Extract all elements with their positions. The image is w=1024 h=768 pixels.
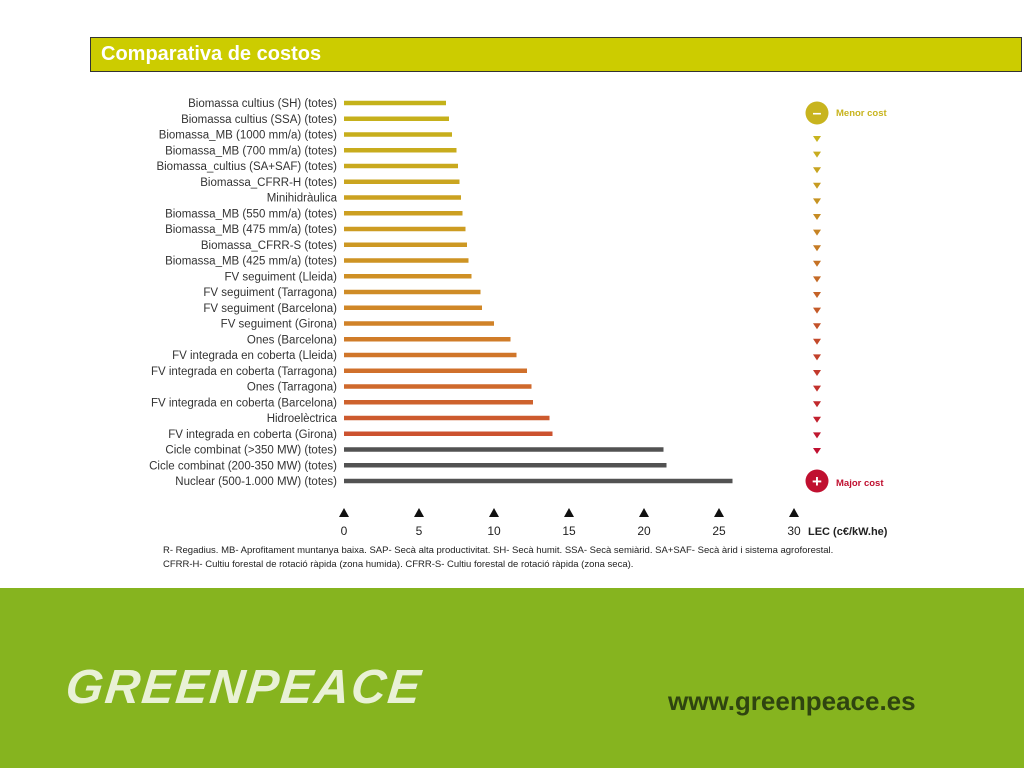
axis-tick-icon	[489, 508, 499, 517]
scale-triangle-icon	[813, 245, 821, 252]
scale-triangle-icon	[813, 260, 821, 267]
scale-triangle-icon	[813, 370, 821, 376]
title-bar: Comparativa de costos	[90, 37, 1022, 72]
scale-triangle-icon	[813, 151, 821, 158]
x-axis-title: LEC (c€/kW.he)	[808, 526, 888, 538]
scale-triangle-icon	[813, 385, 821, 392]
category-label: FV integrada en coberta (Barcelona)	[151, 397, 337, 409]
cost-comparison-chart: Biomassa cultius (SH) (totes) Biomassa cu…	[149, 98, 888, 538]
minus-icon	[805, 101, 829, 125]
axis-tick-icon	[639, 508, 649, 517]
x-tick-label: 5	[416, 524, 423, 538]
category-label: Biomassa_CFRR-S (totes)	[201, 240, 337, 252]
scale-triangle-icon	[813, 198, 821, 205]
footnote-line-1: R- Regadius. MB- Aprofitament muntanya b…	[163, 545, 834, 556]
page-title: Comparativa de costos	[101, 43, 322, 65]
footer-banner: GREENPEACE www.greenpeace.es	[0, 588, 1024, 768]
scale-triangle-icon	[813, 432, 821, 439]
axis-tick-icon	[414, 508, 424, 517]
scale-top-label: Menor cost	[836, 108, 888, 119]
category-label: Biomassa_CFRR-H (totes)	[200, 177, 337, 189]
category-label: Biomassa_MB (700 mm/a) (totes)	[165, 145, 337, 157]
category-label: Minihidràulica	[267, 193, 338, 205]
category-label: FV integrada en coberta (Lleida)	[172, 350, 337, 362]
scale-triangle-icon	[813, 229, 821, 236]
axis-tick-icon	[564, 508, 574, 517]
category-label: Biomassa_MB (425 mm/a) (totes)	[165, 256, 337, 268]
plus-icon	[805, 469, 829, 493]
category-label: FV integrada en coberta (Girona)	[168, 429, 337, 441]
x-tick-label: 0	[341, 524, 348, 538]
scale-triangle-icon	[813, 338, 821, 345]
axis-tick-icon	[714, 508, 724, 517]
category-label: Biomassa_MB (550 mm/a) (totes)	[165, 208, 337, 220]
category-label: FV seguiment (Lleida)	[225, 271, 338, 283]
axis-tick-icon	[789, 508, 799, 517]
scale-triangle-icon	[813, 307, 821, 314]
scale-triangle-icon	[813, 323, 821, 330]
x-tick-label: 10	[487, 524, 501, 538]
category-label: Nuclear (500-1.000 MW) (totes)	[175, 476, 337, 488]
scale-bottom-label: Major cost	[836, 478, 884, 489]
scale-triangle-icon	[813, 416, 821, 423]
plus-symbol: +	[812, 472, 822, 491]
scale-triangle-icon	[813, 354, 821, 361]
scale-triangle-icon	[813, 448, 821, 454]
chart-footnote: R- Regadius. MB- Aprofitament muntanya b…	[163, 544, 883, 572]
category-label: Biomassa cultius (SH) (totes)	[188, 98, 337, 110]
category-label: Cicle combinat (200-350 MW) (totes)	[149, 460, 337, 472]
category-label: Biomassa_MB (475 mm/a) (totes)	[165, 224, 337, 236]
x-tick-label: 30	[787, 524, 801, 538]
category-label: Hidroelèctrica	[267, 413, 338, 425]
category-label: FV seguiment (Tarragona)	[203, 287, 337, 299]
greenpeace-logo: GREENPEACE	[63, 661, 425, 714]
x-tick-label: 20	[637, 524, 651, 538]
scale-triangle-icon	[813, 167, 821, 174]
scale-triangle-icon	[813, 292, 821, 298]
category-label: FV seguiment (Barcelona)	[203, 303, 337, 315]
scale-triangle-icon	[813, 214, 821, 220]
category-label: Ones (Tarragona)	[247, 382, 337, 394]
x-tick-label: 15	[562, 524, 576, 538]
website-url[interactable]: www.greenpeace.es	[668, 686, 916, 716]
minus-symbol: –	[813, 105, 822, 122]
axis-tick-icon	[339, 508, 349, 517]
scale-triangle-icon	[813, 276, 821, 283]
category-label: Cicle combinat (>350 MW) (totes)	[165, 445, 337, 457]
footnote-line-2: CFRR-H- Cultiu forestal de rotació ràpid…	[163, 559, 634, 570]
category-label: FV seguiment (Girona)	[221, 319, 337, 331]
scale-triangle-icon	[813, 136, 821, 142]
category-label: Biomassa_MB (1000 mm/a) (totes)	[159, 130, 337, 142]
scale-triangle-icon	[813, 182, 821, 189]
scale-triangle-icon	[813, 401, 821, 408]
category-label: FV integrada en coberta (Tarragona)	[151, 366, 337, 378]
x-tick-label: 25	[712, 524, 726, 538]
category-label: Ones (Barcelona)	[247, 334, 337, 346]
category-label: Biomassa cultius (SSA) (totes)	[181, 114, 337, 126]
category-label: Biomassa_cultius (SA+SAF) (totes)	[156, 161, 337, 173]
